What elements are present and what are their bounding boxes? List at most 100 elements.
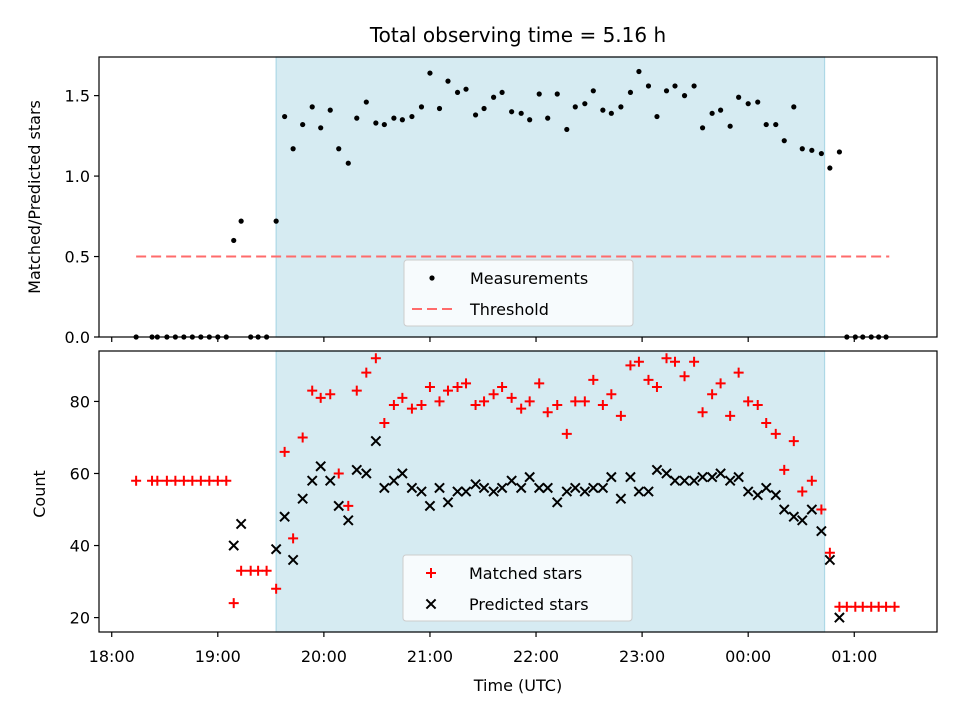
- measurement-point: [309, 104, 315, 110]
- top-panel: 0.0 0.5 1.0 1.5 Measurements Threshold: [65, 56, 938, 347]
- measurement-point: [518, 110, 524, 116]
- measurement-point: [391, 115, 397, 121]
- measurement-point: [345, 160, 351, 166]
- bottom-y-axis-label: Count: [30, 470, 49, 518]
- x-tick-label: 18:00: [89, 647, 135, 666]
- matched-star-point: [204, 475, 215, 486]
- measurement-point: [709, 110, 715, 116]
- predicted-star-point: [724, 475, 736, 486]
- measurement-point: [699, 125, 706, 131]
- predicted-star-point: [342, 515, 354, 526]
- predicted-star-point: [697, 471, 708, 483]
- matched-star-point: [534, 378, 545, 389]
- matched-star-point: [236, 565, 247, 576]
- matched-star-point: [615, 410, 626, 421]
- predicted-star-point: [370, 435, 382, 447]
- bottom-y-tick-label: 80: [70, 392, 90, 411]
- matched-star-point: [228, 598, 239, 609]
- measurement-point: [636, 68, 642, 75]
- predicted-star-point: [569, 482, 581, 494]
- predicted-star-point: [760, 482, 772, 494]
- matched-star-point: [212, 475, 223, 486]
- predicted-star-point: [625, 471, 636, 483]
- predicted-star-point: [460, 486, 472, 497]
- predicted-star-point: [679, 475, 690, 486]
- predicted-star-point: [287, 554, 299, 566]
- measurement-point: [527, 117, 533, 123]
- predicted-star-point: [661, 468, 672, 479]
- measurement-point: [336, 146, 342, 152]
- matched-star-point: [697, 407, 708, 418]
- matched-star-point: [479, 396, 490, 407]
- top-legend-label: Threshold: [469, 300, 549, 319]
- predicted-star-point: [470, 478, 481, 490]
- predicted-star-point: [379, 482, 390, 494]
- matched-star-point: [643, 374, 654, 385]
- predicted-star-point: [235, 518, 247, 530]
- top-legend: Measurements Threshold: [403, 259, 634, 327]
- legend-matched-marker: [426, 568, 436, 578]
- predicted-star-point: [515, 482, 527, 494]
- matched-star-point: [497, 382, 508, 393]
- top-y-tick-label: 0.5: [65, 248, 90, 267]
- measurement-point: [327, 107, 333, 113]
- measurement-point: [463, 86, 469, 92]
- measurement-point: [818, 150, 824, 157]
- matched-star-point: [524, 396, 535, 407]
- matched-star-point: [679, 371, 690, 382]
- matched-star-point: [579, 396, 590, 407]
- predicted-star-point: [651, 464, 663, 476]
- matched-star-point: [271, 583, 282, 594]
- predicted-star-point: [834, 612, 845, 623]
- matched-star-point: [195, 475, 206, 486]
- measurement-point: [454, 89, 461, 96]
- matched-star-point: [470, 400, 481, 411]
- top-legend-label: Measurements: [470, 269, 588, 288]
- measurement-point: [282, 113, 288, 120]
- predicted-star-point: [688, 475, 700, 486]
- measurement-point: [809, 147, 815, 153]
- measurement-point: [718, 107, 724, 113]
- top-legend-box: [403, 259, 634, 327]
- matched-star-point: [661, 353, 672, 364]
- measurement-point: [472, 112, 479, 118]
- matched-star-point: [288, 533, 299, 544]
- matched-star-point: [889, 601, 900, 612]
- measurement-point: [418, 104, 425, 110]
- matched-star-point: [770, 428, 781, 439]
- matched-star-point: [788, 436, 799, 447]
- predicted-star-point: [561, 486, 573, 497]
- measurement-point: [645, 83, 652, 89]
- x-tick-label: 21:00: [407, 647, 453, 666]
- measurement-point: [755, 99, 761, 105]
- matched-star-point: [806, 475, 817, 486]
- measurement-point: [608, 110, 614, 116]
- top-y-axis-label: Matched/Predicted stars: [25, 100, 44, 294]
- measurement-point: [691, 83, 697, 89]
- matched-star-point: [715, 378, 726, 389]
- measurement-point: [672, 83, 678, 89]
- matched-star-point: [297, 432, 308, 443]
- matched-star-point: [570, 396, 581, 407]
- measurement-point: [427, 70, 433, 76]
- matched-star-point: [606, 389, 617, 400]
- predicted-star-point: [706, 471, 718, 483]
- predicted-star-point: [588, 482, 599, 494]
- matched-star-point: [552, 400, 563, 411]
- predicted-star-point: [788, 511, 800, 523]
- matched-star-point: [752, 400, 763, 411]
- bottom-y-tick-label: 60: [70, 464, 90, 483]
- predicted-star-point: [270, 543, 282, 555]
- predicted-star-point: [633, 486, 645, 497]
- predicted-star-point: [228, 540, 240, 551]
- predicted-star-point: [542, 482, 554, 494]
- matched-star-point: [424, 382, 435, 393]
- matched-star-point: [361, 367, 372, 378]
- predicted-star-point: [643, 486, 654, 497]
- matched-star-point: [442, 385, 453, 396]
- measurement-point: [300, 121, 306, 128]
- measurement-point: [436, 105, 443, 112]
- measurement-point: [627, 89, 634, 96]
- predicted-star-point: [752, 489, 764, 501]
- matched-star-point: [187, 475, 198, 486]
